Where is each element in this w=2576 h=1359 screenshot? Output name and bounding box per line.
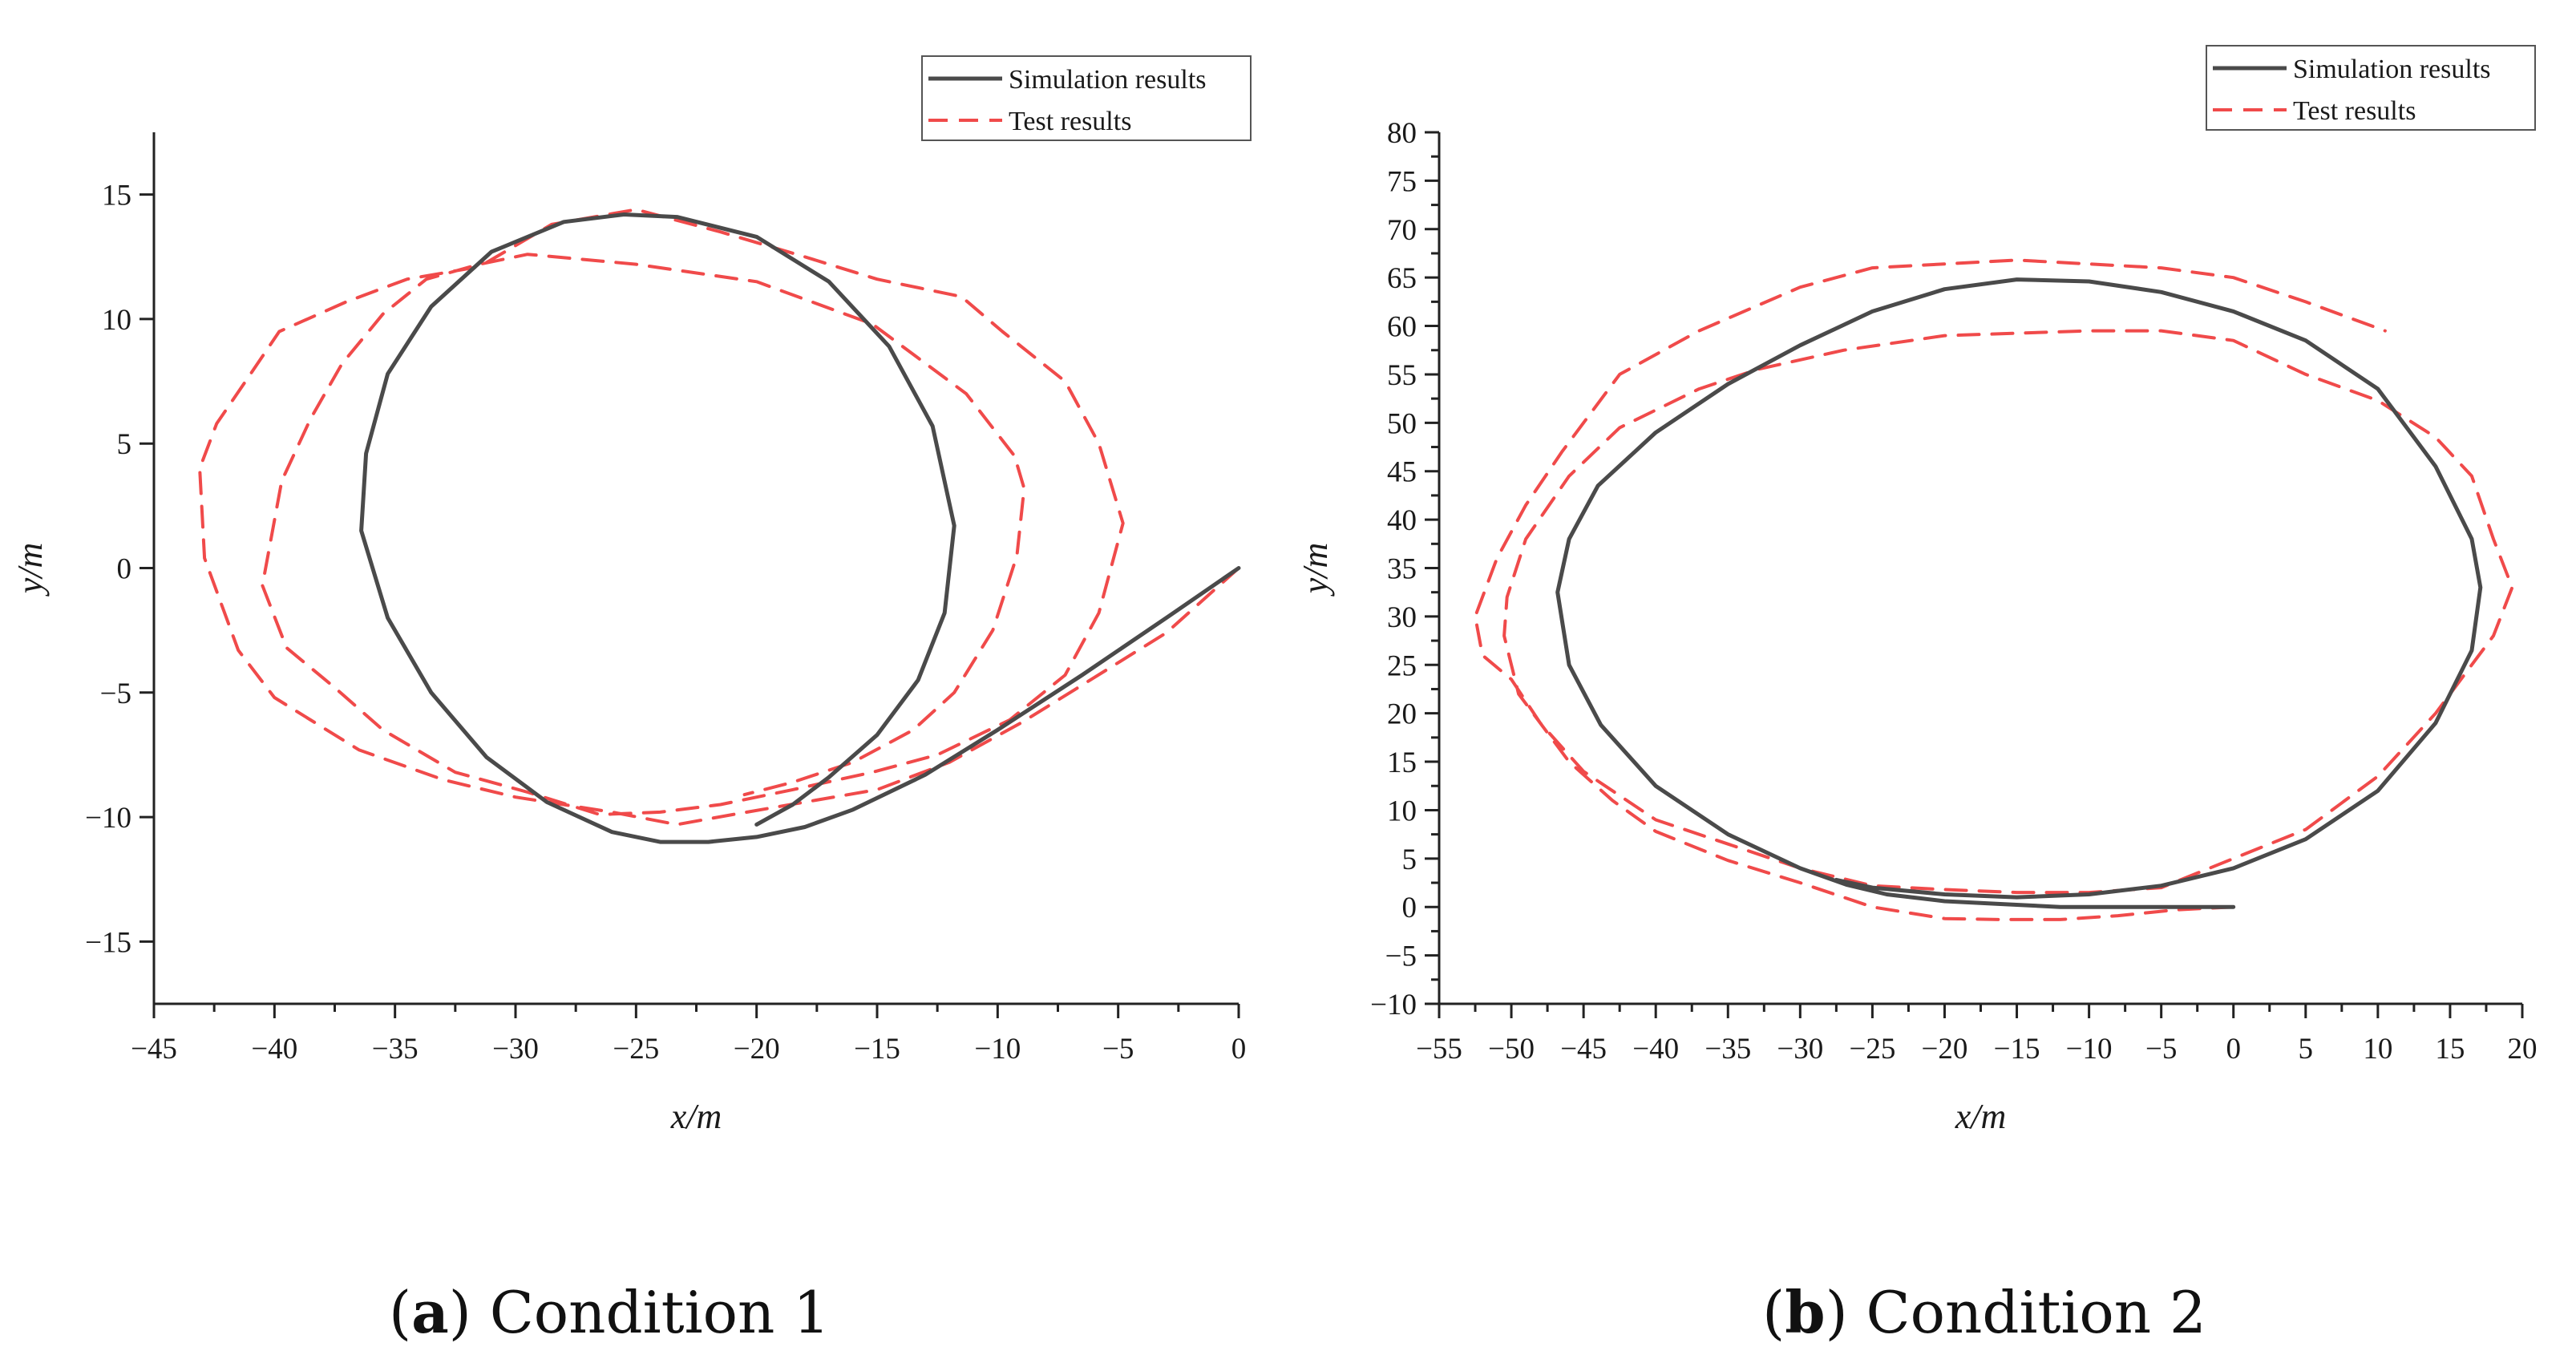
- y-tick-label: −5: [100, 677, 131, 710]
- x-tick-label: −35: [1705, 1033, 1751, 1066]
- x-tick-label: −5: [1102, 1033, 1134, 1066]
- x-tick-label: −50: [1488, 1033, 1535, 1066]
- y-tick-label: −5: [1385, 940, 1417, 973]
- caption-paren-close: ): [1826, 1279, 1866, 1346]
- legend: Simulation results Test results: [921, 55, 1252, 141]
- panel-caption: (b) Condition 2: [1762, 1278, 2206, 1346]
- y-tick-label: −10: [85, 802, 131, 835]
- legend-entry: Simulation results: [2293, 55, 2491, 84]
- x-tick-label: −40: [251, 1033, 297, 1066]
- y-tick-label: 0: [117, 553, 132, 586]
- y-tick-label: 5: [1402, 843, 1417, 876]
- y-tick-label: 30: [1387, 601, 1417, 634]
- y-axis-label: y/m: [1296, 543, 1335, 597]
- x-tick-label: −55: [1416, 1033, 1462, 1066]
- x-tick-label: −30: [492, 1033, 539, 1066]
- x-tick-label: −45: [1560, 1033, 1607, 1066]
- legend-box: [921, 55, 1252, 141]
- x-tick-label: 0: [1231, 1033, 1247, 1066]
- caption-paren-open: (: [389, 1279, 411, 1346]
- x-tick-label: 15: [2435, 1033, 2465, 1066]
- x-tick-label: −20: [1922, 1033, 1968, 1066]
- y-tick-label: 80: [1387, 117, 1417, 150]
- caption-text: Condition 2: [1866, 1279, 2206, 1346]
- x-tick-label: −5: [2145, 1033, 2177, 1066]
- panel-b: −55 −50 −45 −40 −35 −30 −25 −20 −15 −10 −5 0 5 10 15 20…: [1296, 45, 2538, 1346]
- panel-caption: (a) Condition 1: [389, 1278, 830, 1346]
- x-tick-label: −10: [2066, 1033, 2113, 1066]
- y-tick-label: 65: [1387, 262, 1417, 295]
- y-tick-label: −10: [1370, 989, 1417, 1021]
- caption-panel-label: b: [1785, 1278, 1825, 1346]
- y-tick-label: 15: [102, 180, 131, 212]
- y-tick-label: 35: [1387, 553, 1417, 586]
- legend: Simulation results Test results: [2206, 45, 2536, 131]
- x-tick-label: 5: [2299, 1033, 2314, 1066]
- x-tick-label: −20: [734, 1033, 780, 1066]
- y-tick-label: 55: [1387, 359, 1417, 392]
- caption-paren-close: ): [449, 1279, 490, 1346]
- series-line-simulation-results: [1555, 277, 2483, 909]
- y-tick-label: 0: [1402, 892, 1417, 924]
- x-tick-label: −25: [613, 1033, 659, 1066]
- y-tick-label: 75: [1387, 165, 1417, 198]
- x-tick-label: 0: [2226, 1033, 2241, 1066]
- series-line-test-results: [198, 208, 1240, 827]
- x-tick-label: −30: [1777, 1033, 1823, 1066]
- legend-box: [2206, 45, 2536, 131]
- y-tick-label: −15: [85, 926, 131, 959]
- series-line-simulation-results: [359, 212, 1241, 844]
- caption-text: Condition 1: [490, 1279, 830, 1346]
- x-tick-label: −15: [854, 1033, 900, 1066]
- y-tick-label: 10: [1387, 795, 1417, 827]
- y-tick-label: 20: [1387, 698, 1417, 731]
- x-tick-label: 20: [2508, 1033, 2538, 1066]
- x-tick-label: −35: [372, 1033, 419, 1066]
- y-tick-label: 25: [1387, 649, 1417, 682]
- legend-entry: Test results: [1009, 107, 1131, 136]
- legend-entry: Simulation results: [1009, 65, 1207, 95]
- y-axis-label: y/m: [10, 543, 50, 597]
- x-axis-label: x/m: [1955, 1097, 2007, 1136]
- x-tick-label: −45: [131, 1033, 177, 1066]
- panel-a: −45 −40 −35 −30 −25 −20 −15 −10 −5 0 −15 −10 −5 0 5 10 1…: [10, 55, 1252, 1346]
- y-tick-label: 60: [1387, 311, 1417, 344]
- caption-panel-label: a: [411, 1278, 449, 1346]
- x-axis-label: x/m: [670, 1097, 722, 1136]
- series-line-test-results: [1474, 258, 2514, 921]
- x-tick-label: −15: [1994, 1033, 2040, 1066]
- y-tick-label: 5: [117, 428, 132, 461]
- x-tick-label: −40: [1632, 1033, 1679, 1066]
- y-tick-label: 40: [1387, 504, 1417, 537]
- y-tick-label: 15: [1387, 746, 1417, 779]
- x-tick-label: −10: [974, 1033, 1021, 1066]
- caption-paren-open: (: [1762, 1279, 1785, 1346]
- y-tick-label: 50: [1387, 407, 1417, 440]
- legend-entry: Test results: [2293, 96, 2416, 126]
- x-tick-label: 10: [2363, 1033, 2392, 1066]
- y-tick-label: 70: [1387, 214, 1417, 247]
- y-tick-label: 10: [102, 304, 131, 337]
- y-tick-label: 45: [1387, 456, 1417, 489]
- x-tick-label: −25: [1849, 1033, 1895, 1066]
